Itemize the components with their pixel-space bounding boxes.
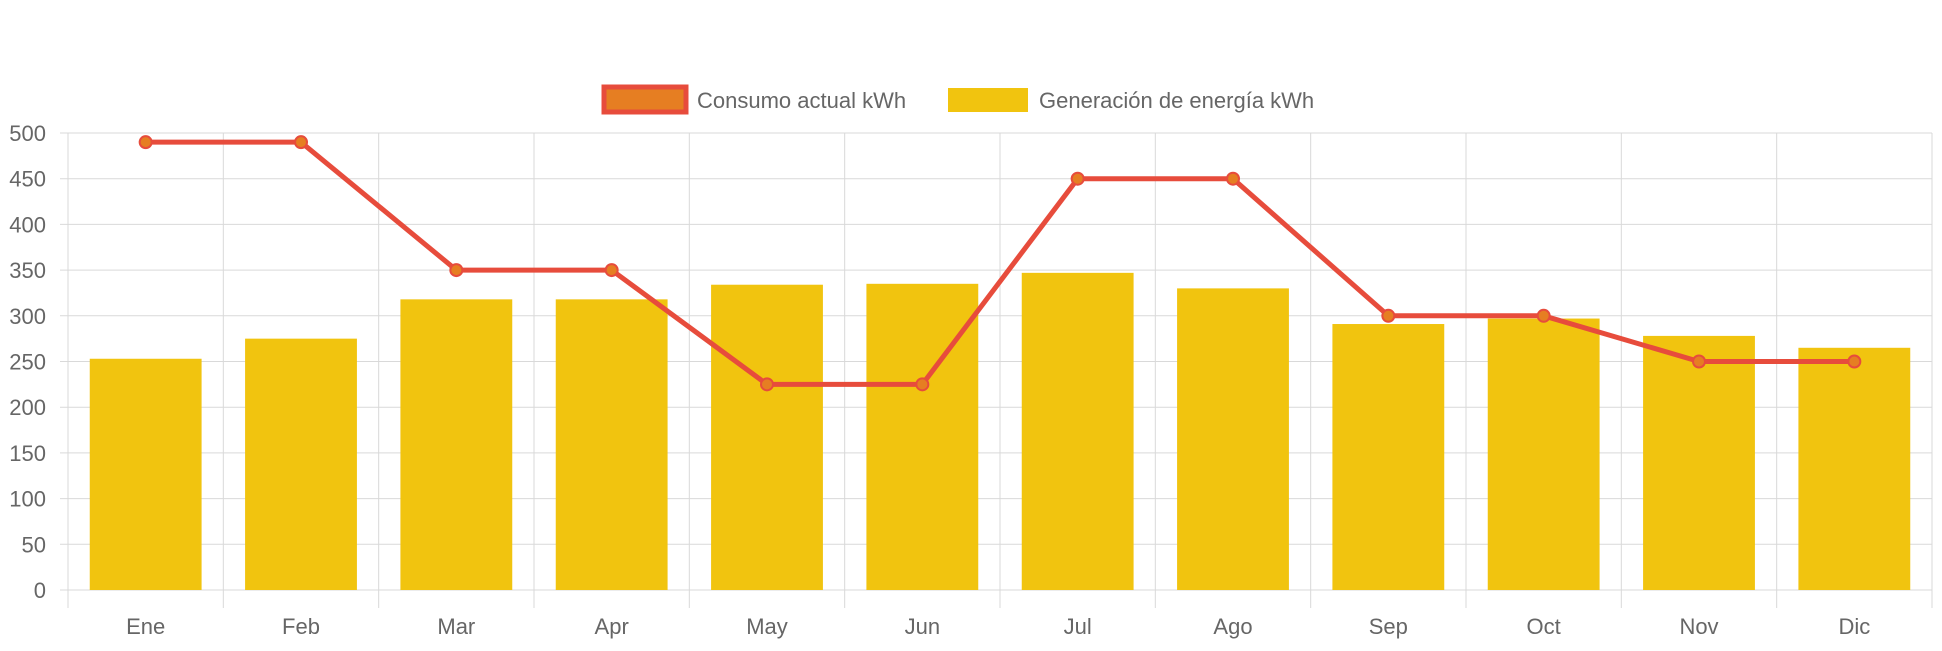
line-series bbox=[138, 135, 1862, 392]
point-mar[interactable] bbox=[449, 263, 464, 278]
point-sep[interactable] bbox=[1381, 308, 1396, 323]
legend-swatch-generacion bbox=[948, 88, 1028, 112]
y-tick-label: 250 bbox=[9, 350, 46, 375]
legend[interactable]: Consumo actual kWh Generación de energía… bbox=[601, 84, 1314, 115]
x-tick-label: Ago bbox=[1213, 614, 1252, 639]
x-tick-label: May bbox=[746, 614, 788, 639]
point-dic[interactable] bbox=[1847, 354, 1862, 369]
legend-label-consumo: Consumo actual kWh bbox=[697, 88, 906, 113]
bar-nov[interactable] bbox=[1643, 335, 1755, 590]
bar-ene[interactable] bbox=[89, 358, 202, 590]
legend-swatch-consumo bbox=[601, 84, 689, 115]
y-tick-label: 50 bbox=[22, 532, 46, 557]
y-tick-label: 300 bbox=[9, 304, 46, 329]
x-tick-label: Jul bbox=[1064, 614, 1092, 639]
y-tick-label: 500 bbox=[9, 121, 46, 146]
y-tick-label: 0 bbox=[34, 578, 46, 603]
x-tick-label: Jun bbox=[905, 614, 940, 639]
point-may[interactable] bbox=[760, 377, 774, 392]
point-jul[interactable] bbox=[1070, 171, 1085, 186]
x-tick-label: Mar bbox=[437, 614, 475, 639]
point-ago[interactable] bbox=[1226, 171, 1240, 186]
x-tick-label: Nov bbox=[1679, 614, 1718, 639]
point-ene[interactable] bbox=[138, 135, 153, 150]
bar-ago[interactable] bbox=[1177, 288, 1289, 590]
legend-item-consumo[interactable]: Consumo actual kWh bbox=[601, 84, 906, 115]
bar-feb[interactable] bbox=[245, 338, 357, 590]
y-tick-label: 100 bbox=[9, 487, 46, 512]
point-nov[interactable] bbox=[1692, 354, 1706, 369]
x-tick-label: Oct bbox=[1527, 614, 1561, 639]
bar-apr[interactable] bbox=[555, 299, 668, 590]
legend-item-generacion[interactable]: Generación de energía kWh bbox=[948, 88, 1314, 113]
x-axis: Ene Feb Mar Apr May Jun Jul Ago Sep Oct Nov Dic bbox=[126, 614, 1870, 639]
x-tick-label: Feb bbox=[282, 614, 320, 639]
bar-oct[interactable] bbox=[1487, 318, 1600, 590]
y-tick-label: 450 bbox=[9, 167, 46, 192]
point-oct[interactable] bbox=[1536, 308, 1551, 323]
bar-jul[interactable] bbox=[1021, 272, 1134, 590]
y-axis: 0 50 100 150 200 250 300 350 400 450 500 bbox=[9, 121, 46, 603]
y-tick-label: 200 bbox=[9, 395, 46, 420]
bar-dic[interactable] bbox=[1798, 347, 1911, 590]
legend-label-generacion: Generación de energía kWh bbox=[1039, 88, 1314, 113]
point-feb[interactable] bbox=[294, 135, 308, 150]
y-tick-label: 400 bbox=[9, 212, 46, 237]
x-tick-label: Apr bbox=[595, 614, 629, 639]
x-tick-label: Ene bbox=[126, 614, 165, 639]
consumo-line bbox=[145, 139, 1855, 387]
x-tick-label: Sep bbox=[1369, 614, 1408, 639]
y-tick-label: 150 bbox=[9, 441, 46, 466]
point-jun[interactable] bbox=[915, 377, 930, 392]
bar-sep[interactable] bbox=[1332, 324, 1445, 590]
y-tick-label: 350 bbox=[9, 258, 46, 283]
grid bbox=[60, 132, 1933, 608]
x-tick-label: Dic bbox=[1838, 614, 1870, 639]
bar-may[interactable] bbox=[711, 284, 823, 590]
point-apr[interactable] bbox=[604, 263, 619, 278]
bar-mar[interactable] bbox=[400, 299, 513, 590]
bar-series bbox=[89, 272, 1911, 590]
